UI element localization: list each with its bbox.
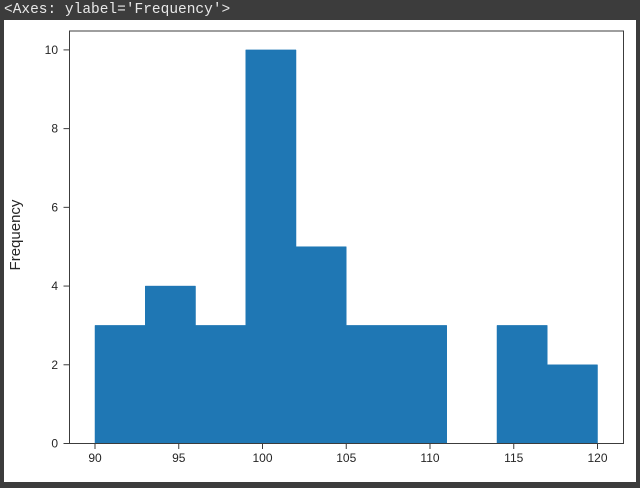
svg-text:4: 4 (51, 279, 58, 293)
svg-text:10: 10 (45, 43, 59, 57)
svg-text:2: 2 (51, 358, 58, 372)
svg-text:110: 110 (420, 451, 439, 465)
svg-text:95: 95 (172, 451, 186, 465)
svg-text:Frequency: Frequency (7, 199, 24, 270)
svg-text:0: 0 (51, 437, 58, 451)
svg-text:8: 8 (51, 122, 58, 136)
svg-text:115: 115 (504, 451, 523, 465)
svg-text:6: 6 (51, 200, 58, 214)
svg-text:105: 105 (336, 451, 356, 465)
svg-text:120: 120 (587, 451, 607, 465)
svg-text:90: 90 (88, 451, 102, 465)
svg-text:100: 100 (252, 451, 272, 465)
